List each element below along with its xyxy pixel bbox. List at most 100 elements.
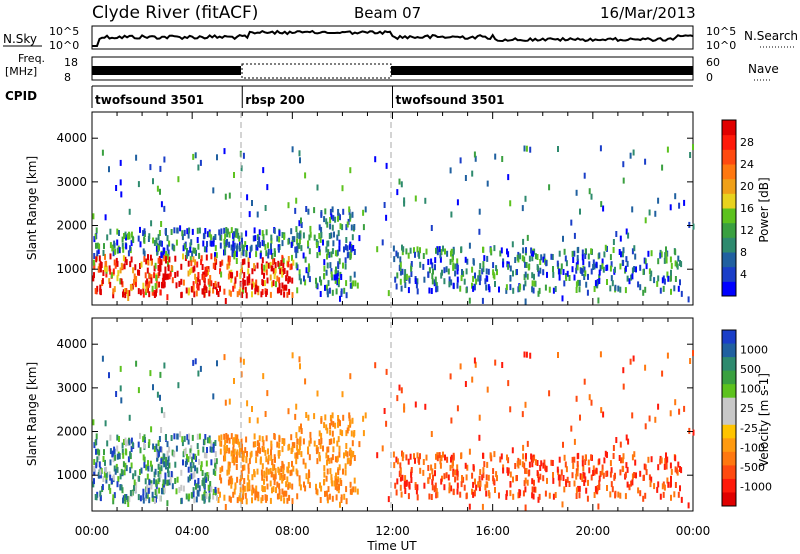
velocity-cell (242, 358, 245, 365)
velocity-cell (152, 443, 155, 450)
power-cell (167, 249, 170, 256)
power-cell (338, 245, 341, 252)
colorbar-tick-label: 25 (740, 402, 754, 415)
power-cell (160, 252, 163, 259)
velocity-cell (164, 478, 167, 485)
velocity-cell (677, 491, 680, 498)
velocity-cell (533, 479, 535, 486)
power-cell (209, 275, 212, 281)
velocity-cell (548, 492, 551, 499)
velocity-cell (427, 477, 430, 484)
power-cell (468, 242, 471, 249)
power-cell (242, 283, 245, 290)
velocity-cell (183, 435, 186, 442)
power-cell (625, 228, 628, 235)
power-cell (139, 226, 141, 233)
velocity-cell (548, 390, 551, 397)
velocity-cell (204, 434, 207, 440)
power-cell (329, 217, 332, 223)
power-cell (145, 286, 148, 293)
velocity-cell (261, 436, 264, 443)
velocity-cell (330, 438, 333, 445)
power-cell (223, 249, 225, 256)
velocity-cell (425, 454, 428, 461)
velocity-cell (223, 444, 226, 451)
velocity-cell (109, 487, 112, 494)
power-cell (244, 241, 247, 248)
velocity-cell (661, 483, 664, 490)
power-cell (197, 243, 200, 250)
velocity-cell (206, 472, 209, 478)
power-cell (557, 146, 559, 152)
power-cell (440, 249, 443, 256)
power-cell (144, 272, 147, 279)
power-cell (494, 281, 496, 287)
velocity-cell (124, 437, 127, 444)
velocity-cell (121, 442, 124, 449)
velocity-cell (290, 469, 293, 476)
power-cell (194, 247, 197, 254)
power-cell (624, 287, 627, 294)
power-cell (207, 269, 209, 276)
velocity-cell (148, 479, 151, 486)
power-cell (120, 262, 123, 269)
velocity-cell (110, 478, 113, 485)
power-cell (462, 270, 465, 277)
velocity-cell (539, 473, 542, 480)
velocity-cell (505, 493, 508, 500)
velocity-cell (212, 446, 215, 453)
velocity-cell (614, 490, 617, 497)
velocity-cell (447, 474, 450, 481)
velocity-cell (254, 441, 257, 448)
power-cell (644, 258, 647, 265)
velocity-cell (602, 472, 605, 479)
velocity-cell (634, 459, 637, 466)
velocity-cell (416, 494, 419, 501)
power-cell (562, 235, 564, 242)
power-cell (410, 271, 413, 277)
power-cell (161, 282, 163, 289)
velocity-cell (349, 419, 352, 426)
power-cell (449, 167, 452, 174)
power-cell (565, 260, 568, 267)
power-cell (639, 264, 642, 271)
power-cell (542, 269, 545, 276)
velocity-cell (674, 455, 677, 462)
velocity-cell (595, 467, 598, 474)
power-cell (138, 269, 141, 276)
velocity-cell (519, 459, 522, 466)
power-cell (677, 285, 680, 292)
power-cell (342, 208, 345, 215)
power-cell (337, 263, 340, 270)
power-cell (666, 146, 669, 153)
velocity-cell (190, 466, 193, 473)
velocity-cell (130, 446, 133, 453)
velocity-cell (612, 453, 615, 459)
power-cell (142, 291, 145, 298)
velocity-cell (657, 464, 660, 471)
power-cell (98, 266, 101, 273)
power-cell (230, 244, 233, 251)
power-cell (427, 271, 430, 278)
power-cell (337, 230, 340, 237)
power-cell (416, 288, 419, 295)
power-cell (414, 251, 416, 258)
power-cell (633, 245, 636, 252)
power-cell (194, 152, 197, 159)
power-cell (251, 283, 254, 290)
velocity-cell (219, 467, 222, 474)
velocity-cell (519, 489, 522, 496)
power-cell (584, 270, 587, 277)
power-cell (665, 257, 668, 264)
power-cell (481, 268, 484, 275)
power-cell (449, 258, 452, 265)
power-cell (227, 262, 230, 269)
velocity-cell (182, 485, 185, 492)
velocity-cell (230, 482, 233, 489)
velocity-cell (273, 479, 276, 486)
power-cell (212, 262, 215, 269)
velocity-cell (452, 454, 455, 461)
velocity-cell (416, 484, 419, 491)
power-cell (106, 234, 109, 241)
power-cell (402, 246, 405, 253)
